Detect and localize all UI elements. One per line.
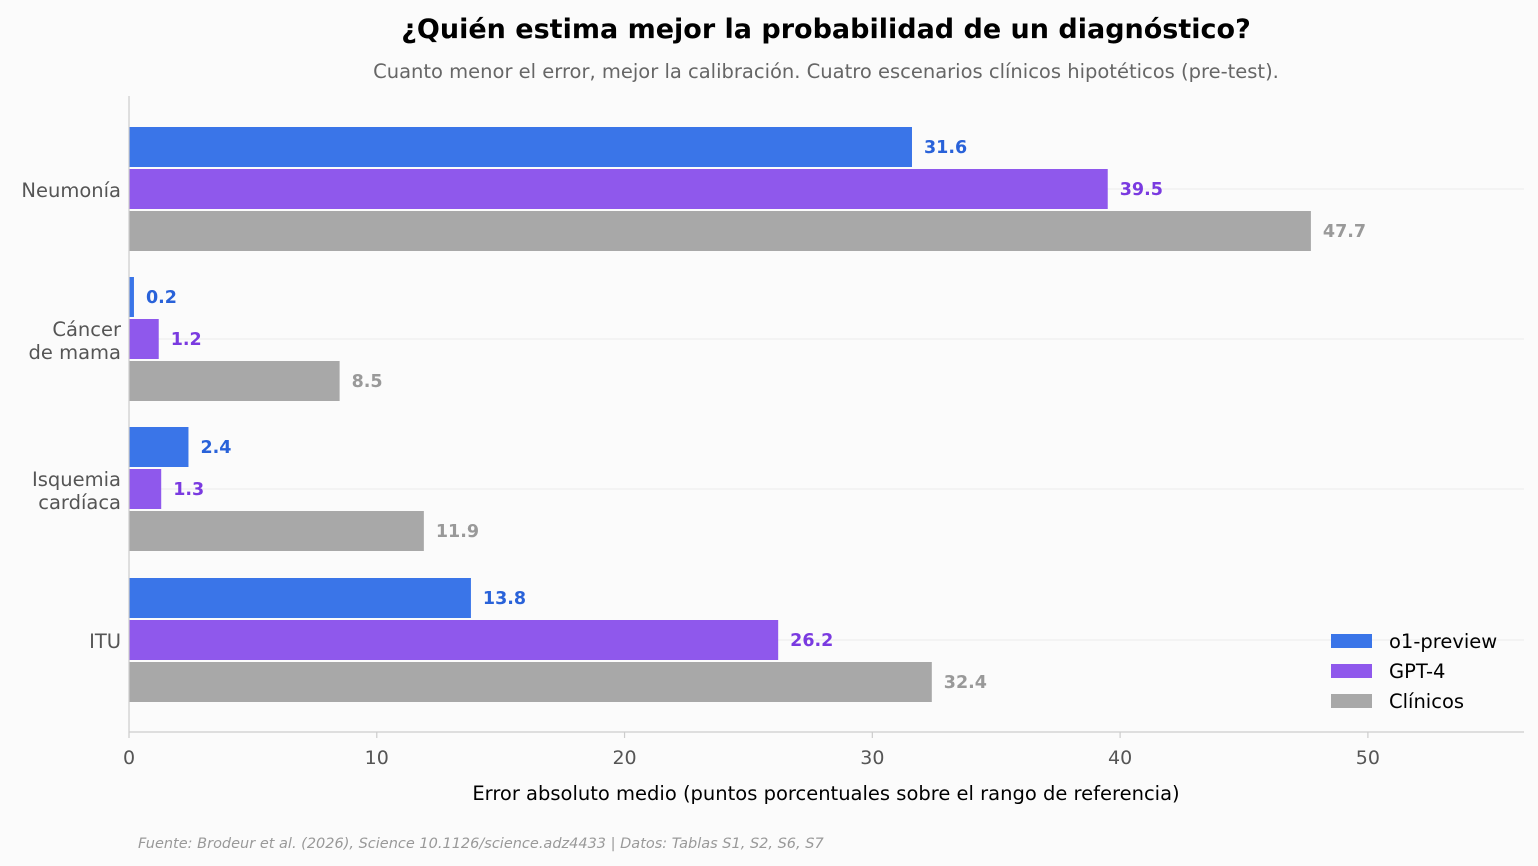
bar-o1-preview-0 xyxy=(129,127,912,167)
category-label: Isquemia xyxy=(32,468,121,491)
value-label: 8.5 xyxy=(352,372,383,392)
bar-cl-nicos-2 xyxy=(129,511,424,551)
bar-cl-nicos-1 xyxy=(129,361,340,401)
bar-o1-preview-1 xyxy=(129,277,134,317)
value-label: 39.5 xyxy=(1120,180,1163,200)
gridlines xyxy=(129,188,1524,641)
value-label: 0.2 xyxy=(146,288,177,308)
chart-title: ¿Quién estima mejor la probabilidad de u… xyxy=(401,14,1251,45)
x-tick-label: 50 xyxy=(1356,747,1380,769)
value-label: 1.3 xyxy=(173,480,204,500)
legend-label: Clínicos xyxy=(1389,690,1464,713)
category-label: cardíaca xyxy=(38,491,121,514)
value-label: 13.8 xyxy=(483,589,526,609)
bar-o1-preview-3 xyxy=(129,578,471,618)
chart-subtitle: Cuanto menor el error, mejor la calibrac… xyxy=(373,60,1279,83)
x-axis-label: Error absoluto medio (puntos porcentuale… xyxy=(472,782,1179,805)
value-label: 32.4 xyxy=(944,673,987,693)
bar-gpt-4-1 xyxy=(129,319,159,359)
value-label: 2.4 xyxy=(200,438,231,458)
x-tick-label: 10 xyxy=(365,747,389,769)
x-tick-label: 0 xyxy=(123,747,135,769)
category-label: Neumonía xyxy=(21,179,121,202)
legend-swatch xyxy=(1331,694,1372,708)
value-label: 26.2 xyxy=(790,631,833,651)
x-tick-label: 20 xyxy=(612,747,636,769)
bar-gpt-4-3 xyxy=(129,620,779,660)
x-tick-label: 40 xyxy=(1108,747,1132,769)
x-ticks: 0 10 20 30 40 50 xyxy=(123,732,1380,769)
value-label: 47.7 xyxy=(1323,222,1366,242)
legend-label: o1-preview xyxy=(1389,630,1497,653)
bar-cl-nicos-0 xyxy=(129,211,1311,251)
value-label: 11.9 xyxy=(436,522,479,542)
legend-swatch xyxy=(1331,664,1372,678)
bar-gpt-4-0 xyxy=(129,169,1108,209)
bars xyxy=(129,127,1311,702)
category-label: de mama xyxy=(29,341,121,364)
value-label: 1.2 xyxy=(171,330,202,350)
category-label: ITU xyxy=(89,630,121,653)
legend: o1-preview GPT-4 Clínicos xyxy=(1331,630,1497,713)
bar-gpt-4-2 xyxy=(129,469,162,509)
source-note: Fuente: Brodeur et al. (2026), Science 1… xyxy=(138,836,824,852)
value-labels: 31.6 0.2 2.4 13.8 39.5 1.2 1.3 26.2 47.7 8.5 11.9 3… xyxy=(146,138,1366,693)
value-label: 31.6 xyxy=(924,138,967,158)
category-label: Cáncer xyxy=(52,318,122,341)
bar-o1-preview-2 xyxy=(129,427,189,467)
bar-cl-nicos-3 xyxy=(129,662,932,702)
legend-swatch xyxy=(1331,634,1372,648)
x-tick-label: 30 xyxy=(860,747,884,769)
legend-label: GPT-4 xyxy=(1389,660,1445,683)
